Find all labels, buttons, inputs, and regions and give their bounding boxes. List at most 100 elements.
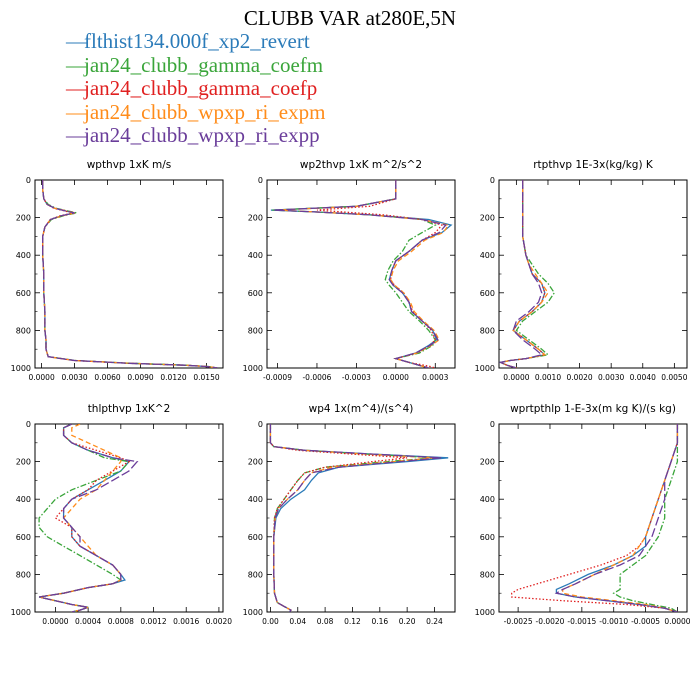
- x-tick-label: -0.0005: [631, 617, 660, 626]
- y-tick-label: 200: [16, 458, 31, 467]
- y-tick-label: 800: [248, 570, 263, 579]
- x-tick-label: -0.0015: [567, 617, 596, 626]
- plot-frame: [498, 179, 688, 369]
- series-line-1: [38, 424, 131, 612]
- series-line-0: [270, 180, 453, 368]
- x-tick-label: 0.0000: [664, 617, 690, 626]
- series-line-4: [273, 180, 448, 368]
- plot-frame: [34, 179, 224, 369]
- y-tick-label: 0: [258, 420, 263, 429]
- legend-item-3: —jan24_clubb_wpxp_ri_expm: [66, 99, 326, 125]
- legend-item-1: —jan24_clubb_gamma_coefm: [66, 52, 325, 78]
- y-tick-label: 400: [480, 495, 495, 504]
- x-tick-label: 0.0000: [28, 373, 54, 382]
- y-tick-label: 400: [248, 251, 263, 260]
- y-tick-label: 600: [248, 289, 263, 298]
- y-tick-label: 0: [490, 420, 495, 429]
- series-line-1: [269, 424, 435, 612]
- legend-item-2: —jan24_clubb_gamma_coefp: [66, 76, 325, 101]
- series-line-3: [42, 180, 218, 368]
- y-tick-label: 1000: [475, 364, 495, 373]
- y-tick-label: 1000: [11, 608, 31, 617]
- x-tick-label: 0.0000: [503, 373, 529, 382]
- y-tick-label: 800: [480, 326, 495, 335]
- legend-item-4: —jan24_clubb_wpxp_ri_expp: [66, 123, 325, 148]
- x-tick-label: 0.16: [371, 617, 388, 626]
- series-line-4: [38, 424, 139, 612]
- x-tick-label: 0.0150: [193, 373, 219, 382]
- series-line-3: [269, 424, 435, 612]
- legend-swatch: —: [66, 123, 87, 147]
- x-tick-label: 0.0020: [206, 617, 232, 626]
- series-line-3: [499, 180, 549, 368]
- legend-swatch: —: [66, 99, 87, 124]
- x-tick-label: -0.0025: [504, 617, 533, 626]
- x-tick-label: 0.0040: [630, 373, 656, 382]
- y-tick-label: 800: [16, 326, 31, 335]
- y-tick-label: 200: [480, 214, 495, 223]
- legend-label: jan24_clubb_wpxp_ri_expm: [84, 99, 326, 124]
- panel-title: wp4 1x(m^4)/(s^4): [309, 403, 414, 415]
- x-tick-label: 0.0008: [108, 617, 134, 626]
- series-line-0: [42, 180, 218, 368]
- x-tick-label: 0.0010: [535, 373, 561, 382]
- y-tick-label: 600: [16, 533, 31, 542]
- series-line-0: [38, 424, 131, 612]
- legend-item-0: —flthist134.000f_xp2_revert: [66, 29, 325, 54]
- legend-swatch: —: [66, 52, 87, 77]
- legend: —flthist134.000f_xp2_revert —jan24_clubb…: [66, 29, 326, 148]
- series-line-1: [499, 180, 556, 368]
- x-tick-label: 0.20: [399, 617, 416, 626]
- series-line-2: [38, 424, 131, 612]
- x-tick-label: 0.0060: [94, 373, 120, 382]
- y-tick-label: 400: [248, 495, 263, 504]
- panel-title: wpthvp 1xK m/s: [87, 159, 172, 171]
- legend-swatch: —: [66, 29, 87, 53]
- panel-5: wprtpthlp 1-E-3x(m kg K)/(s kg) 0 200 400 60…: [475, 403, 691, 626]
- panel-title: wprtpthlp 1-E-3x(m kg K)/(s kg): [510, 403, 676, 415]
- panel-title: wp2thvp 1xK m^2/s^2: [300, 159, 422, 171]
- x-tick-label: 0.04: [289, 617, 306, 626]
- x-tick-label: 0.0050: [661, 373, 687, 382]
- y-tick-label: 200: [248, 458, 263, 467]
- series-line-2: [511, 424, 679, 612]
- x-tick-label: 0.0030: [61, 373, 87, 382]
- x-tick-label: 0.0000: [383, 373, 409, 382]
- x-tick-label: -0.0020: [536, 617, 565, 626]
- legend-label: jan24_clubb_wpxp_ri_expp: [84, 123, 320, 147]
- x-tick-label: -0.0009: [263, 373, 292, 382]
- series-line-1: [612, 424, 679, 612]
- x-tick-label: 0.00: [262, 617, 279, 626]
- series-line-1: [272, 180, 437, 368]
- x-tick-label: 0.0030: [598, 373, 624, 382]
- x-tick-label: 0.24: [426, 617, 443, 626]
- y-tick-label: 600: [16, 289, 31, 298]
- x-tick-label: -0.0003: [342, 373, 371, 382]
- series-line-4: [269, 424, 442, 612]
- y-tick-label: 200: [480, 458, 495, 467]
- legend-label: jan24_clubb_gamma_coefp: [84, 76, 318, 100]
- x-tick-label: 0.12: [344, 617, 361, 626]
- series-line-1: [42, 180, 218, 368]
- y-tick-label: 400: [16, 251, 31, 260]
- y-tick-label: 600: [480, 533, 495, 542]
- y-tick-label: 0: [26, 420, 31, 429]
- x-tick-label: 0.0003: [422, 373, 448, 382]
- y-tick-label: 800: [248, 326, 263, 335]
- x-tick-label: 0.08: [317, 617, 334, 626]
- panel-3: thlpthvp 1xK^2 0 200 400 600 800 1000 0.0000 0.0…: [11, 403, 233, 626]
- y-tick-label: 800: [480, 570, 495, 579]
- legend-label: flthist134.000f_xp2_revert: [84, 29, 310, 53]
- panel-title: thlpthvp 1xK^2: [88, 403, 171, 415]
- y-tick-label: 400: [16, 495, 31, 504]
- x-tick-label: 0.0004: [75, 617, 101, 626]
- x-tick-label: 0.0012: [140, 617, 166, 626]
- y-tick-label: 1000: [243, 364, 263, 373]
- series-line-2: [316, 180, 444, 368]
- plot-frame: [266, 179, 456, 369]
- y-tick-label: 800: [16, 570, 31, 579]
- x-tick-label: 0.0120: [160, 373, 186, 382]
